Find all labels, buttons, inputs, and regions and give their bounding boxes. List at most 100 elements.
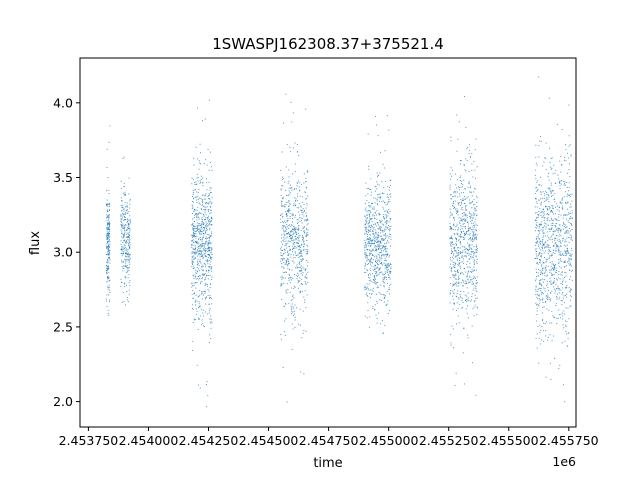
data-point <box>560 254 562 256</box>
data-point <box>286 228 288 230</box>
data-point <box>542 267 544 269</box>
data-point <box>290 151 292 153</box>
data-point <box>366 257 368 259</box>
data-point <box>199 256 201 258</box>
data-point <box>542 261 544 263</box>
data-point <box>542 246 544 248</box>
data-point <box>307 234 309 236</box>
data-point <box>122 208 124 210</box>
data-point <box>556 295 558 297</box>
data-point <box>106 238 108 240</box>
data-point <box>194 276 196 278</box>
data-point <box>545 235 547 237</box>
data-point <box>129 285 131 287</box>
data-point <box>549 322 551 324</box>
data-point <box>210 257 212 259</box>
data-point <box>385 233 387 235</box>
data-point <box>281 259 283 261</box>
data-point <box>305 177 307 179</box>
data-point <box>371 218 373 220</box>
data-point <box>303 210 305 212</box>
data-point <box>108 225 110 227</box>
data-point <box>464 202 466 204</box>
data-point <box>383 262 385 264</box>
data-point <box>379 271 381 273</box>
data-point <box>283 241 285 243</box>
data-point <box>540 198 542 200</box>
data-point <box>558 214 560 216</box>
data-point <box>381 238 383 240</box>
data-point <box>551 322 553 324</box>
data-point <box>454 229 456 231</box>
data-point <box>106 210 108 212</box>
data-point <box>458 239 460 241</box>
data-point <box>199 275 201 277</box>
data-point <box>376 233 378 235</box>
data-point <box>106 205 108 207</box>
data-point <box>475 394 477 396</box>
data-point <box>551 157 553 159</box>
data-point <box>542 244 544 246</box>
data-point <box>559 160 561 162</box>
data-point <box>458 257 460 259</box>
data-point <box>301 260 303 262</box>
data-point <box>450 198 452 200</box>
data-point <box>199 203 201 205</box>
data-point <box>125 209 127 211</box>
x-axis: 2.453750 2.454000 2.454250 2.454500 2.454750… <box>59 427 599 448</box>
data-point <box>556 245 558 247</box>
data-point <box>540 273 542 275</box>
data-point <box>543 272 545 274</box>
data-point <box>564 159 566 161</box>
data-point <box>283 253 285 255</box>
data-point <box>199 260 201 262</box>
data-point <box>203 246 205 248</box>
data-point <box>558 277 560 279</box>
data-point <box>548 208 550 210</box>
data-point <box>386 278 388 280</box>
data-point <box>192 349 194 351</box>
data-point <box>473 234 475 236</box>
data-point <box>299 252 301 253</box>
data-point <box>452 223 454 225</box>
data-point <box>374 277 376 279</box>
data-point <box>281 205 283 207</box>
data-point <box>288 176 290 178</box>
data-point <box>191 204 193 206</box>
data-point <box>571 235 572 237</box>
data-point <box>366 238 368 240</box>
data-point <box>205 259 207 261</box>
data-point <box>468 152 470 154</box>
data-point <box>464 232 466 234</box>
data-point <box>457 138 459 140</box>
data-point <box>105 300 107 302</box>
data-point <box>364 202 366 204</box>
data-point <box>559 292 561 294</box>
data-point <box>305 214 307 216</box>
data-point <box>383 293 385 295</box>
data-point <box>387 203 389 205</box>
data-point <box>456 232 458 234</box>
data-point <box>364 239 366 241</box>
data-point <box>567 190 569 192</box>
data-point <box>538 241 540 243</box>
data-point <box>384 150 386 152</box>
data-point <box>209 295 211 297</box>
data-point <box>204 118 206 120</box>
data-point <box>476 276 478 278</box>
data-point <box>561 304 563 306</box>
data-point <box>546 269 548 271</box>
data-point <box>194 256 196 258</box>
data-point <box>568 168 570 170</box>
data-point <box>209 287 211 289</box>
data-point <box>555 238 557 239</box>
data-point <box>294 286 296 288</box>
data-point <box>286 271 288 273</box>
data-point <box>548 245 550 247</box>
data-point <box>205 221 207 223</box>
data-point <box>452 275 454 277</box>
data-point <box>458 262 460 264</box>
data-point <box>564 260 566 262</box>
data-point <box>306 249 308 251</box>
data-point <box>295 204 297 206</box>
